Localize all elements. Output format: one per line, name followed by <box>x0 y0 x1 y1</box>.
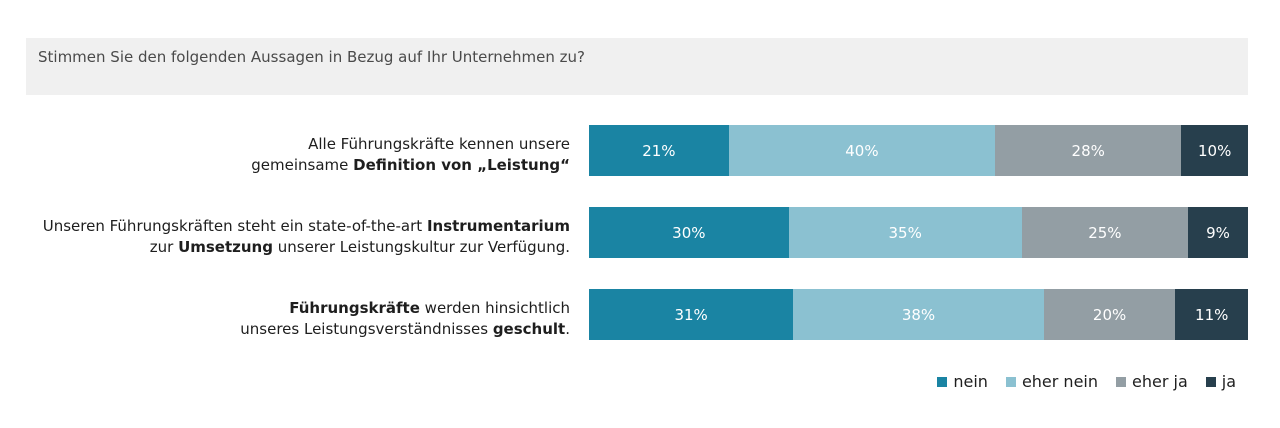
bar-segment-ja: 10% <box>1181 125 1248 176</box>
data-label: 28% <box>1071 141 1105 160</box>
data-label: 9% <box>1206 223 1230 242</box>
row-label-bold: Führungskräfte <box>289 299 420 317</box>
row-label-text: werden hinsichtlich <box>419 299 570 317</box>
bar-segment-ja: 9% <box>1188 207 1248 258</box>
legend-item-eher-nein: eher nein <box>1005 372 1098 391</box>
data-label: 25% <box>1088 223 1122 242</box>
row-label-line: Führungskräfte werden hinsichtlich <box>10 298 570 319</box>
data-label: 10% <box>1198 141 1232 160</box>
row-label-text: gemeinsame <box>251 156 354 174</box>
bar-segment-eher-ja: 25% <box>1021 207 1189 258</box>
legend-label: eher ja <box>1132 372 1188 391</box>
row-label-line: unseres Leistungsverständnisses geschult… <box>10 319 570 340</box>
bar-segment-eher-nein: 38% <box>793 289 1044 340</box>
legend-item-ja: ja <box>1205 372 1236 391</box>
legend-label: nein <box>953 372 988 391</box>
row-label: Führungskräfte werden hinsichtlich unsere… <box>10 298 570 340</box>
row-label: Unseren Führungskräften steht ein state-… <box>10 216 570 258</box>
legend-swatch <box>937 376 948 387</box>
row-label: Alle Führungskräfte kennen unsere gemeins… <box>10 134 570 176</box>
bar-row: 21% 40% 28% 10% <box>589 125 1248 176</box>
row-label-text: . <box>565 320 570 338</box>
bar-segment-eher-nein: 40% <box>728 125 996 176</box>
bar-segment-nein: 30% <box>589 207 789 258</box>
row-label-bold: geschult <box>492 320 566 338</box>
data-label: 40% <box>845 141 879 160</box>
row-label-line: Alle Führungskräfte kennen unsere <box>10 134 570 155</box>
bar-segment-eher-ja: 28% <box>995 125 1182 176</box>
bar-segment-eher-ja: 20% <box>1043 289 1176 340</box>
data-label: 21% <box>642 141 676 160</box>
data-label: 38% <box>901 305 936 324</box>
data-label: 11% <box>1195 305 1229 324</box>
legend-swatch <box>1205 376 1216 387</box>
row-label-bold: Instrumentarium <box>426 217 570 235</box>
legend-swatch <box>1116 376 1126 387</box>
bar-segment-nein: 31% <box>589 289 794 340</box>
row-label-line: gemeinsame Definition von „Leistung“ <box>10 155 570 176</box>
legend: nein eher nein eher ja ja <box>937 372 1236 391</box>
bar-row: 30% 35% 25% 9% <box>589 207 1248 258</box>
row-label-bold: Umsetzung <box>178 238 273 256</box>
row-label-text: Unseren Führungskräften steht ein state-… <box>42 217 427 235</box>
legend-item-eher-ja: eher ja <box>1116 372 1188 391</box>
question-box: Stimmen Sie den folgenden Aussagen in Be… <box>26 38 1248 95</box>
bar-segment-ja: 11% <box>1175 289 1248 340</box>
data-label: 35% <box>888 223 922 242</box>
row-label-bold: Definition von „Leistung“ <box>353 156 570 174</box>
bar-row: 31% 38% 20% 11% <box>589 289 1248 340</box>
legend-swatch <box>1005 376 1016 387</box>
question-title: Stimmen Sie den folgenden Aussagen in Be… <box>38 48 585 66</box>
data-label: 31% <box>674 305 708 324</box>
row-label-text: unseres Leistungsverständnisses <box>240 320 493 338</box>
data-label: 30% <box>672 223 706 242</box>
row-label-line: zur Umsetzung unserer Leistungskultur zu… <box>10 237 570 258</box>
legend-label: ja <box>1221 372 1236 391</box>
legend-item-nein: nein <box>937 372 988 391</box>
data-label: 20% <box>1092 305 1127 324</box>
row-label-line: Unseren Führungskräften steht ein state-… <box>10 216 570 237</box>
bar-segment-eher-nein: 35% <box>788 207 1022 258</box>
bar-segment-nein: 21% <box>589 125 729 176</box>
row-label-text: unserer Leistungskultur zur Verfügung. <box>272 238 570 256</box>
row-label-text: Alle Führungskräfte kennen unsere <box>308 135 570 153</box>
legend-label: eher nein <box>1021 372 1098 391</box>
row-label-text: zur <box>149 238 179 256</box>
